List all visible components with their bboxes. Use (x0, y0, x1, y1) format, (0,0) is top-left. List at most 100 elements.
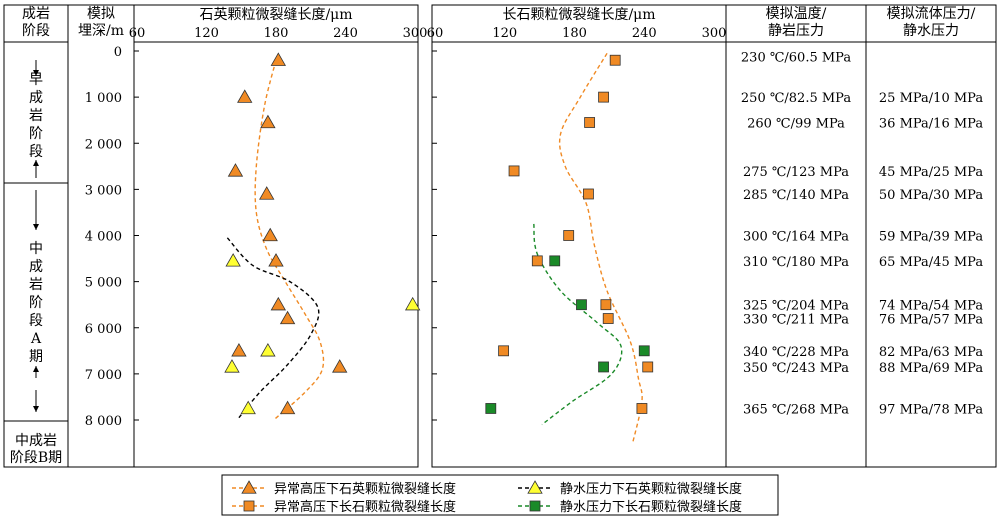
feldspar-x-tick-label: 180 (562, 26, 587, 41)
temp-pressure-4: 285 ℃/140 MPa (743, 188, 849, 203)
feldspar-point-s1-3 (598, 361, 609, 373)
fluid-pressure-9: 82 MPa/63 MPa (879, 345, 983, 360)
quartz-box (133, 4, 419, 468)
stage-early-char-2: 岩 (29, 108, 43, 124)
depth-tick-label: 6 000 (85, 322, 122, 337)
quartz-x-tick-label: 240 (333, 26, 358, 41)
temp-pressure-0: 230 ℃/60.5 MPa (741, 50, 851, 65)
feldspar-point-s0-11 (636, 403, 648, 414)
feldspar-point-s0-4 (583, 188, 594, 200)
quartz-point-s0-9 (231, 343, 247, 357)
quartz-point-s0-11 (279, 400, 296, 415)
quartz-x-tick-label: 300 (403, 26, 428, 41)
stage-middle-a-char-2: 岩 (29, 277, 43, 293)
fluid-pressure-7: 74 MPa/54 MPa (879, 299, 983, 314)
stage-middle-arrow-down-2-head (33, 406, 39, 412)
fluid-pressure-3: 45 MPa/25 MPa (879, 165, 983, 180)
feldspar-point-s1-4 (485, 403, 497, 414)
feldspar-point-s0-3 (508, 165, 520, 177)
stage-middle-b-line-0: 中成岩 (15, 433, 57, 449)
quartz-title: 石英颗粒微裂缝长度/μm (199, 6, 352, 23)
legend-label-2: 异常高压下长石颗粒微裂缝长度 (274, 499, 456, 515)
temp-pressure-1: 250 ℃/82.5 MPa (741, 91, 851, 106)
legend-marker-2 (243, 500, 255, 512)
quartz-point-s0-0 (270, 52, 287, 66)
quartz-point-s0-6 (268, 253, 284, 267)
stage-middle-a-char-1: 成 (29, 259, 43, 275)
fluid-header-line-0: 模拟流体压力/ (887, 6, 976, 22)
quartz-point-s0-4 (259, 186, 275, 200)
quartz-panel: 石英颗粒微裂缝长度/μm 60 120 180 240 300 (129, 6, 428, 421)
feldspar-point-s0-8 (602, 313, 614, 324)
temp-pressure-9: 340 ℃/228 MPa (743, 345, 849, 360)
stage-header-line-0: 成岩 (22, 6, 50, 22)
fluid-box (865, 4, 997, 468)
temp-pressure-7: 325 ℃/204 MPa (743, 299, 849, 314)
quartz-point-s0-7 (270, 296, 287, 311)
feldspar-point-s1-1 (576, 299, 587, 311)
quartz-point-s1-2 (260, 343, 276, 357)
quartz-point-s0-3 (227, 163, 244, 177)
stage-early-arrow-up-head (33, 160, 39, 166)
fluid-pressure-2: 36 MPa/16 MPa (879, 116, 983, 131)
quartz-x-tick-label: 60 (129, 26, 146, 41)
stage-middle-a-char-6: 期 (29, 349, 43, 365)
depth-tick-label: 3 000 (85, 183, 122, 198)
feldspar-point-s0-1 (598, 91, 609, 103)
fluid-pressure-6: 65 MPa/45 MPa (879, 255, 983, 270)
legend-box (221, 474, 779, 516)
feldspar-point-s0-7 (600, 299, 612, 311)
quartz-point-s0-8 (279, 310, 296, 325)
quartz-point-s1-0 (225, 253, 241, 267)
depth-tick-label: 7 000 (85, 368, 122, 383)
legend-marker-3 (529, 500, 541, 512)
temp-header-line-1: 静岩压力 (768, 23, 824, 39)
feldspar-point-s0-2 (584, 117, 596, 128)
temp-header-line-0: 模拟温度/ (766, 6, 827, 22)
feldspar-point-s0-9 (498, 345, 509, 357)
feldspar-point-s1-2 (638, 345, 650, 357)
feldspar-point-s0-10 (642, 361, 654, 373)
stage-middle-arrow-up-head (33, 366, 39, 372)
stage-early-char-3: 阶 (29, 126, 43, 142)
feldspar-point-s1-0 (549, 255, 561, 267)
quartz-trend-line-1 (226, 237, 320, 419)
feldspar-point-s0-6 (531, 255, 543, 267)
fluid-pressure-5: 59 MPa/39 MPa (879, 230, 983, 245)
temp-pressure-10: 350 ℃/243 MPa (743, 361, 849, 376)
depth-tick-label: 2 000 (85, 137, 122, 152)
temp-pressure-3: 275 ℃/123 MPa (743, 165, 849, 180)
quartz-point-s0-2 (260, 114, 276, 129)
fluid-pressure-10: 88 MPa/69 MPa (879, 361, 983, 376)
depth-header-line-0: 模拟 (87, 6, 115, 22)
stage-middle-a-char-0: 中 (29, 241, 43, 257)
fluid-pressure-1: 25 MPa/10 MPa (879, 91, 983, 106)
legend-label-1: 静水压力下石英颗粒微裂缝长度 (560, 481, 742, 497)
quartz-point-s0-5 (262, 227, 278, 242)
legend-marker-0 (241, 480, 257, 494)
legend-label-0: 异常高压下石英颗粒微裂缝长度 (274, 481, 456, 497)
depth-tick-label: 0 (114, 45, 122, 60)
depth-header-line-1: 埋深/m (78, 23, 124, 39)
feldspar-trend-line-0 (558, 52, 643, 444)
feldspar-x-tick-label: 60 (427, 26, 444, 41)
stage-middle-a-char-3: 阶 (29, 295, 43, 311)
feldspar-point-s0-0 (609, 54, 621, 66)
stage-middle-arrow-down-head (33, 224, 39, 230)
stage-middle-a-char-4: 段 (29, 313, 43, 329)
fluid-header-line-1: 静水压力 (903, 23, 959, 39)
temp-pressure-2: 260 ℃/99 MPa (747, 116, 845, 131)
quartz-x-tick-label: 120 (194, 26, 219, 41)
stage-early-arrow-down-head (33, 70, 39, 76)
depth-tick-label: 8 000 (85, 414, 122, 429)
quartz-point-s1-3 (224, 359, 240, 373)
depth-tick-label: 1 000 (85, 91, 122, 106)
stage-middle-a-char-5: A (30, 331, 42, 347)
stage-early-char-4: 段 (29, 144, 43, 160)
stage-early-char-0: 早 (29, 72, 43, 88)
temp-pressure-8: 330 ℃/211 MPa (743, 313, 849, 328)
fluid-pressure-column: 25 MPa/10 MPa 36 MPa/16 MPa 45 MPa/25 MPa 5… (879, 91, 983, 417)
